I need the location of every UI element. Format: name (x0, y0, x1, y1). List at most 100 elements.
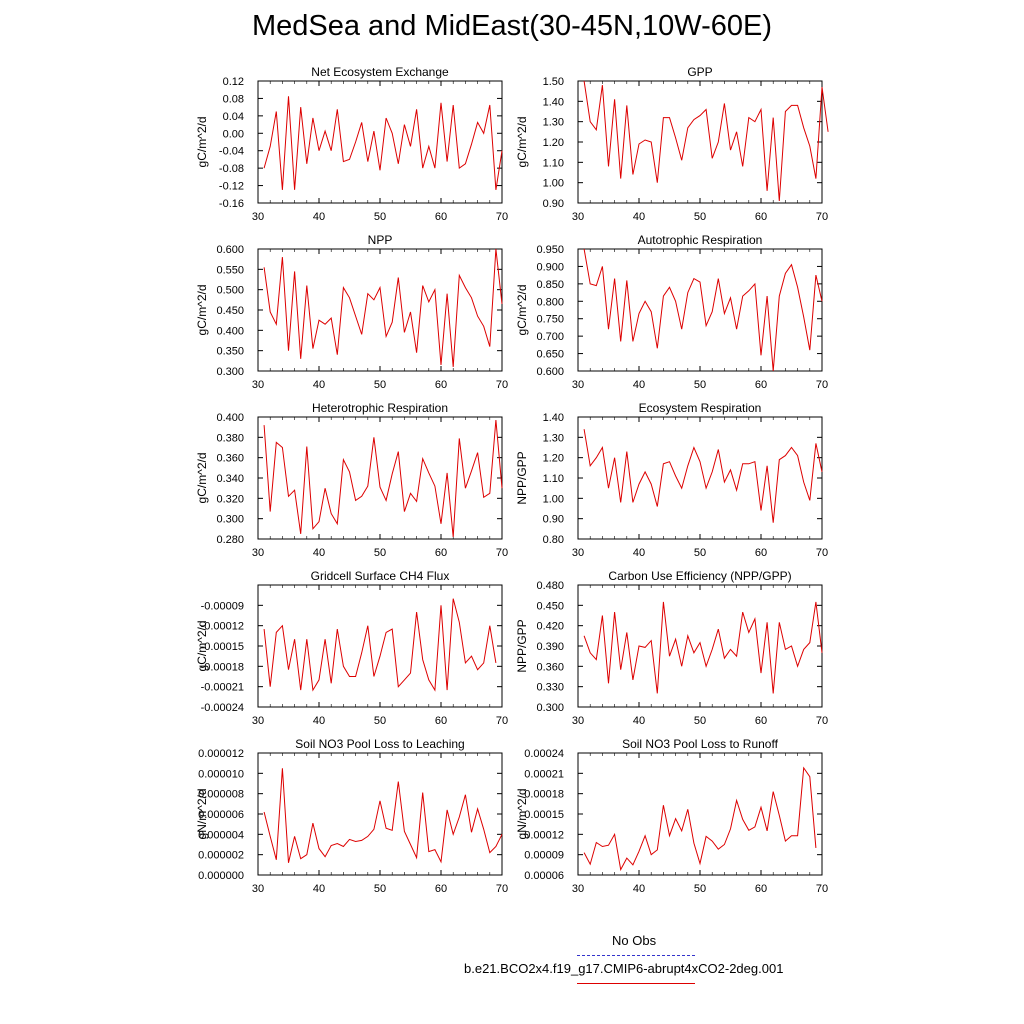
y-tick-label: 0.00009 (524, 850, 564, 862)
x-tick-label: 30 (572, 211, 584, 223)
x-tick-label: 50 (374, 547, 386, 559)
chart-title: Soil NO3 Pool Loss to Runoff (622, 737, 779, 751)
x-tick-label: 60 (435, 547, 447, 559)
y-axis-label: NPP/GPP (515, 451, 529, 504)
y-axis-label: gC/m^2/d (195, 117, 209, 168)
y-tick-label: 0.08 (223, 93, 244, 105)
chart-title: Soil NO3 Pool Loss to Leaching (295, 737, 464, 751)
chart-title: Heterotrophic Respiration (312, 401, 448, 415)
plot-frame (577, 248, 823, 372)
x-tick-label: 50 (374, 379, 386, 391)
y-tick-label: 0.850 (536, 279, 564, 291)
y-tick-label: 0.950 (536, 244, 564, 256)
y-tick-label: 1.00 (543, 493, 564, 505)
plot-frame (257, 416, 503, 540)
x-tick-label: 30 (572, 883, 584, 895)
y-tick-label: 0.360 (536, 661, 564, 673)
y-tick-label: 0.750 (536, 314, 564, 326)
x-tick-label: 40 (313, 883, 325, 895)
y-tick-label: -0.00021 (201, 682, 244, 694)
series-line-0 (583, 429, 823, 523)
y-tick-label: 0.04 (223, 111, 244, 123)
y-tick-label: 0.800 (536, 296, 564, 308)
x-tick-label: 60 (435, 883, 447, 895)
chart-panel-4: Heterotrophic Respiration gC/m^2/d 30 40 50 6… (195, 401, 508, 559)
chart-panel-8: Soil NO3 Pool Loss to Leaching gN/m^2/d 30… (195, 737, 508, 895)
chart-panel-6: Gridcell Surface CH4 Flux gC/m^2/d 30 40 50 6… (195, 569, 508, 727)
x-tick-label: 40 (633, 547, 645, 559)
plot-frame (577, 416, 823, 540)
y-tick-label: 1.40 (543, 96, 564, 108)
chart-title: Gridcell Surface CH4 Flux (311, 569, 450, 583)
x-tick-label: 70 (496, 883, 508, 895)
chart-title: GPP (687, 65, 712, 79)
y-tick-label: 0.90 (543, 514, 564, 526)
x-tick-label: 40 (633, 379, 645, 391)
y-tick-label: 1.30 (543, 117, 564, 129)
x-tick-label: 40 (633, 211, 645, 223)
chart-panel-7: Carbon Use Efficiency (NPP/GPP) NPP/GPP 30… (515, 569, 828, 727)
x-tick-label: 70 (496, 547, 508, 559)
y-axis-label: gC/m^2/d (195, 285, 209, 336)
y-tick-label: 0.280 (216, 534, 244, 546)
x-tick-label: 60 (435, 211, 447, 223)
y-tick-label: 0.00024 (524, 748, 564, 760)
y-tick-label: 0.380 (216, 432, 244, 444)
y-tick-label: 0.000008 (198, 789, 244, 801)
y-tick-label: 0.000010 (198, 768, 244, 780)
y-tick-label: 0.300 (216, 514, 244, 526)
x-tick-label: 70 (496, 211, 508, 223)
x-tick-label: 30 (252, 715, 264, 727)
x-tick-label: 60 (755, 547, 767, 559)
y-axis-label: gN/m^2/d (195, 789, 209, 840)
plot-frame (257, 584, 503, 708)
x-tick-label: 40 (313, 715, 325, 727)
x-tick-label: 50 (374, 211, 386, 223)
x-tick-label: 50 (374, 883, 386, 895)
chart-title: Ecosystem Respiration (639, 401, 762, 415)
x-tick-label: 50 (694, 715, 706, 727)
y-tick-label: -0.04 (219, 146, 244, 158)
y-tick-label: -0.00012 (201, 621, 244, 633)
y-tick-label: -0.00015 (201, 641, 244, 653)
y-tick-label: 0.600 (536, 366, 564, 378)
x-tick-label: 70 (816, 715, 828, 727)
y-tick-label: 0.00 (223, 128, 244, 140)
y-axis-label: gC/m^2/d (515, 117, 529, 168)
series-line-0 (583, 766, 817, 872)
y-tick-label: 0.450 (536, 600, 564, 612)
y-tick-label: 0.390 (536, 641, 564, 653)
series-line-0 (583, 248, 823, 372)
y-tick-label: 0.650 (536, 349, 564, 361)
x-tick-label: 30 (252, 379, 264, 391)
x-tick-label: 30 (252, 211, 264, 223)
x-tick-label: 70 (496, 715, 508, 727)
plot-frame (577, 752, 823, 876)
chart-panel-5: Ecosystem Respiration NPP/GPP 30 40 50 60 70 0.… (515, 401, 828, 559)
series-line-0 (583, 601, 823, 694)
y-tick-label: 0.700 (536, 331, 564, 343)
x-tick-label: 40 (313, 211, 325, 223)
chart-title: NPP (368, 233, 393, 247)
y-tick-label: 0.300 (216, 366, 244, 378)
y-tick-label: -0.00009 (201, 600, 244, 612)
chart-title: Autotrophic Respiration (638, 233, 763, 247)
y-tick-label: 0.000012 (198, 748, 244, 760)
y-tick-label: 0.350 (216, 346, 244, 358)
y-tick-label: 1.10 (543, 157, 564, 169)
y-tick-label: -0.16 (219, 198, 244, 210)
y-tick-label: 0.00012 (524, 829, 564, 841)
x-tick-label: 60 (435, 379, 447, 391)
x-tick-label: 30 (252, 547, 264, 559)
chart-panel-2: NPP gC/m^2/d 30 40 50 60 70 0.300 0.350 0.400 0.45… (195, 233, 508, 391)
chart-title: Carbon Use Efficiency (NPP/GPP) (608, 569, 791, 583)
x-tick-label: 70 (816, 379, 828, 391)
y-tick-label: 0.500 (216, 285, 244, 297)
x-tick-label: 50 (694, 379, 706, 391)
y-tick-label: 0.400 (216, 412, 244, 424)
y-tick-label: 0.000006 (198, 809, 244, 821)
x-tick-label: 30 (572, 547, 584, 559)
x-tick-label: 30 (252, 883, 264, 895)
chart-panel-0: Net Ecosystem Exchange gC/m^2/d 30 40 50 60 70… (195, 65, 508, 223)
